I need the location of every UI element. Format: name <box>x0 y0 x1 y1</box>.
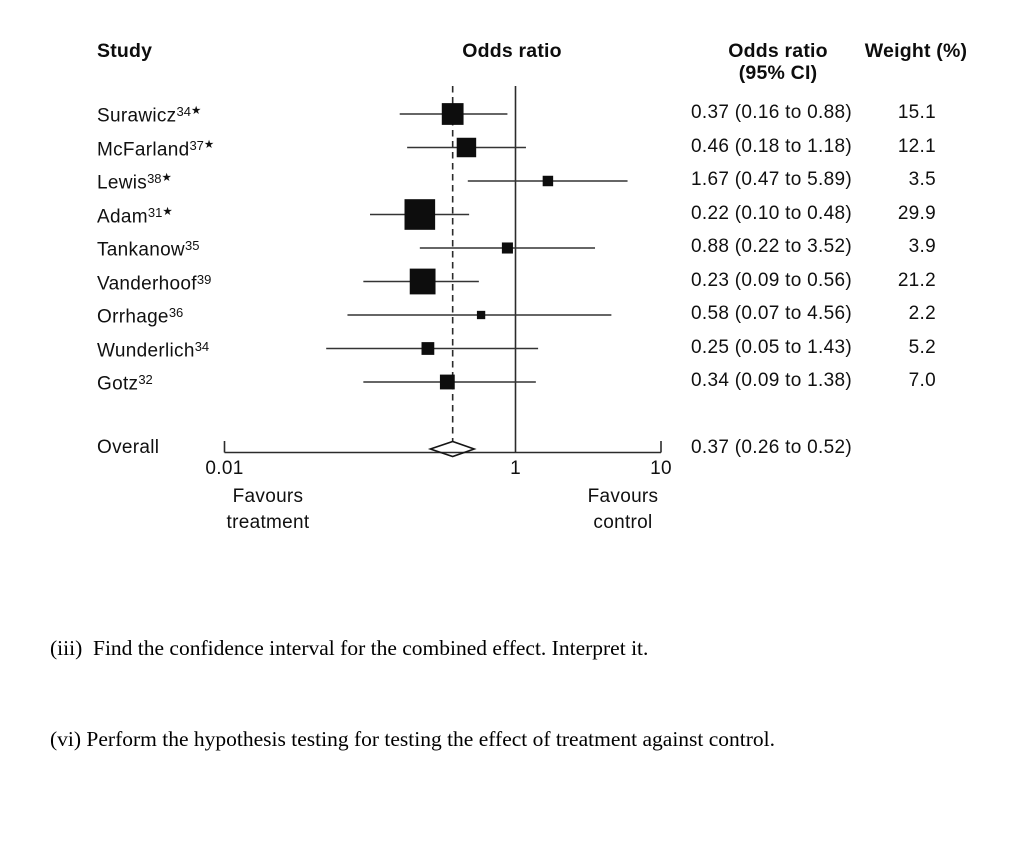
study-superscript: 35 <box>184 238 200 253</box>
axis-tick-label: 0.01 <box>205 458 244 479</box>
or-marker <box>441 103 464 125</box>
study-label: Surawicz34★ <box>97 104 202 127</box>
forest-plot-figure: Study Odds ratio Odds ratio (95% CI) Wei… <box>97 40 968 535</box>
or-marker <box>421 342 435 355</box>
column-header-weight: Weight (%) <box>864 40 968 62</box>
study-superscript: 37★ <box>189 137 215 153</box>
or-marker <box>476 310 486 320</box>
study-odds-ratio-ci: 0.23 (0.09 to 0.56) <box>691 269 852 291</box>
favours-treatment-label: Favours treatment <box>188 484 348 535</box>
study-weight: 5.2 <box>908 336 936 358</box>
or-marker <box>439 374 455 390</box>
study-weight: 29.9 <box>897 202 936 224</box>
study-label: Adam31★ <box>97 204 173 227</box>
or-marker <box>501 242 513 254</box>
footnote-star-icon: ★ <box>190 105 202 117</box>
study-odds-ratio-ci: 0.58 (0.07 to 4.56) <box>691 303 852 324</box>
study-weight: 3.9 <box>908 236 936 257</box>
overall-row-label: Overall <box>97 437 160 458</box>
study-label: Orrhage36 <box>97 305 184 328</box>
or-marker <box>404 199 436 230</box>
study-weight: 2.2 <box>908 303 936 324</box>
or-marker <box>409 268 436 295</box>
question-vi: (vi) Perform the hypothesis testing for … <box>50 727 776 751</box>
column-header-study: Study <box>97 40 153 62</box>
study-odds-ratio-ci: 0.34 (0.09 to 1.38) <box>691 370 852 391</box>
study-superscript: 34 <box>194 338 210 354</box>
footnote-star-icon: ★ <box>162 205 173 218</box>
study-weight: 3.5 <box>908 169 936 190</box>
study-weight: 15.1 <box>897 102 936 123</box>
overall-odds-ratio-ci: 0.37 (0.26 to 0.52) <box>691 437 852 458</box>
column-header-odds-ratio-ci-line2: (95% CI) <box>738 62 818 84</box>
study-label: Gotz32 <box>97 372 153 395</box>
overall-diamond <box>427 440 477 458</box>
study-odds-ratio-ci: 1.67 (0.47 to 5.89) <box>691 169 852 190</box>
study-label: Tankanow35 <box>97 238 200 261</box>
study-superscript: 32 <box>138 372 153 387</box>
study-weight: 7.0 <box>908 370 936 391</box>
study-odds-ratio-ci: 0.46 (0.18 to 1.18) <box>691 135 852 157</box>
study-odds-ratio-ci: 0.88 (0.22 to 3.52) <box>691 236 852 257</box>
study-odds-ratio-ci: 0.22 (0.10 to 0.48) <box>691 202 852 224</box>
study-odds-ratio-ci: 0.37 (0.16 to 0.88) <box>691 102 852 123</box>
study-label: Wunderlich34 <box>97 338 210 361</box>
forest-plot-canvas <box>223 86 662 458</box>
study-superscript: 36 <box>168 305 184 320</box>
favours-control-label: Favours control <box>543 484 703 535</box>
favours-control-line1: Favours <box>587 486 659 507</box>
column-header-odds-ratio-ci-line1: Odds ratio <box>728 40 828 62</box>
study-odds-ratio-ci: 0.25 (0.05 to 1.43) <box>691 336 852 358</box>
axis-tick-label: 10 <box>650 458 672 479</box>
study-label: McFarland37★ <box>97 137 215 160</box>
favours-treatment-line1: Favours <box>232 486 304 507</box>
or-marker <box>456 137 477 158</box>
column-header-odds-ratio: Odds ratio <box>462 40 562 62</box>
study-label: Vanderhoof39 <box>97 271 212 294</box>
or-marker <box>542 175 554 187</box>
study-superscript: 34★ <box>176 104 202 119</box>
footnote-star-icon: ★ <box>161 172 172 184</box>
axis-tick-label: 1 <box>510 458 521 479</box>
study-superscript: 39 <box>196 271 212 287</box>
study-superscript: 31★ <box>147 204 173 220</box>
favours-treatment-line2: treatment <box>226 511 310 533</box>
study-label: Lewis38★ <box>97 171 172 194</box>
study-superscript: 38★ <box>147 171 172 186</box>
footnote-star-icon: ★ <box>203 138 215 151</box>
column-header-odds-ratio-ci: Odds ratio (95% CI) <box>728 40 828 84</box>
study-weight: 21.2 <box>897 269 936 291</box>
question-iii: (iii) Find the confidence interval for t… <box>50 636 649 660</box>
favours-control-line2: control <box>593 511 653 533</box>
study-weight: 12.1 <box>897 135 936 157</box>
